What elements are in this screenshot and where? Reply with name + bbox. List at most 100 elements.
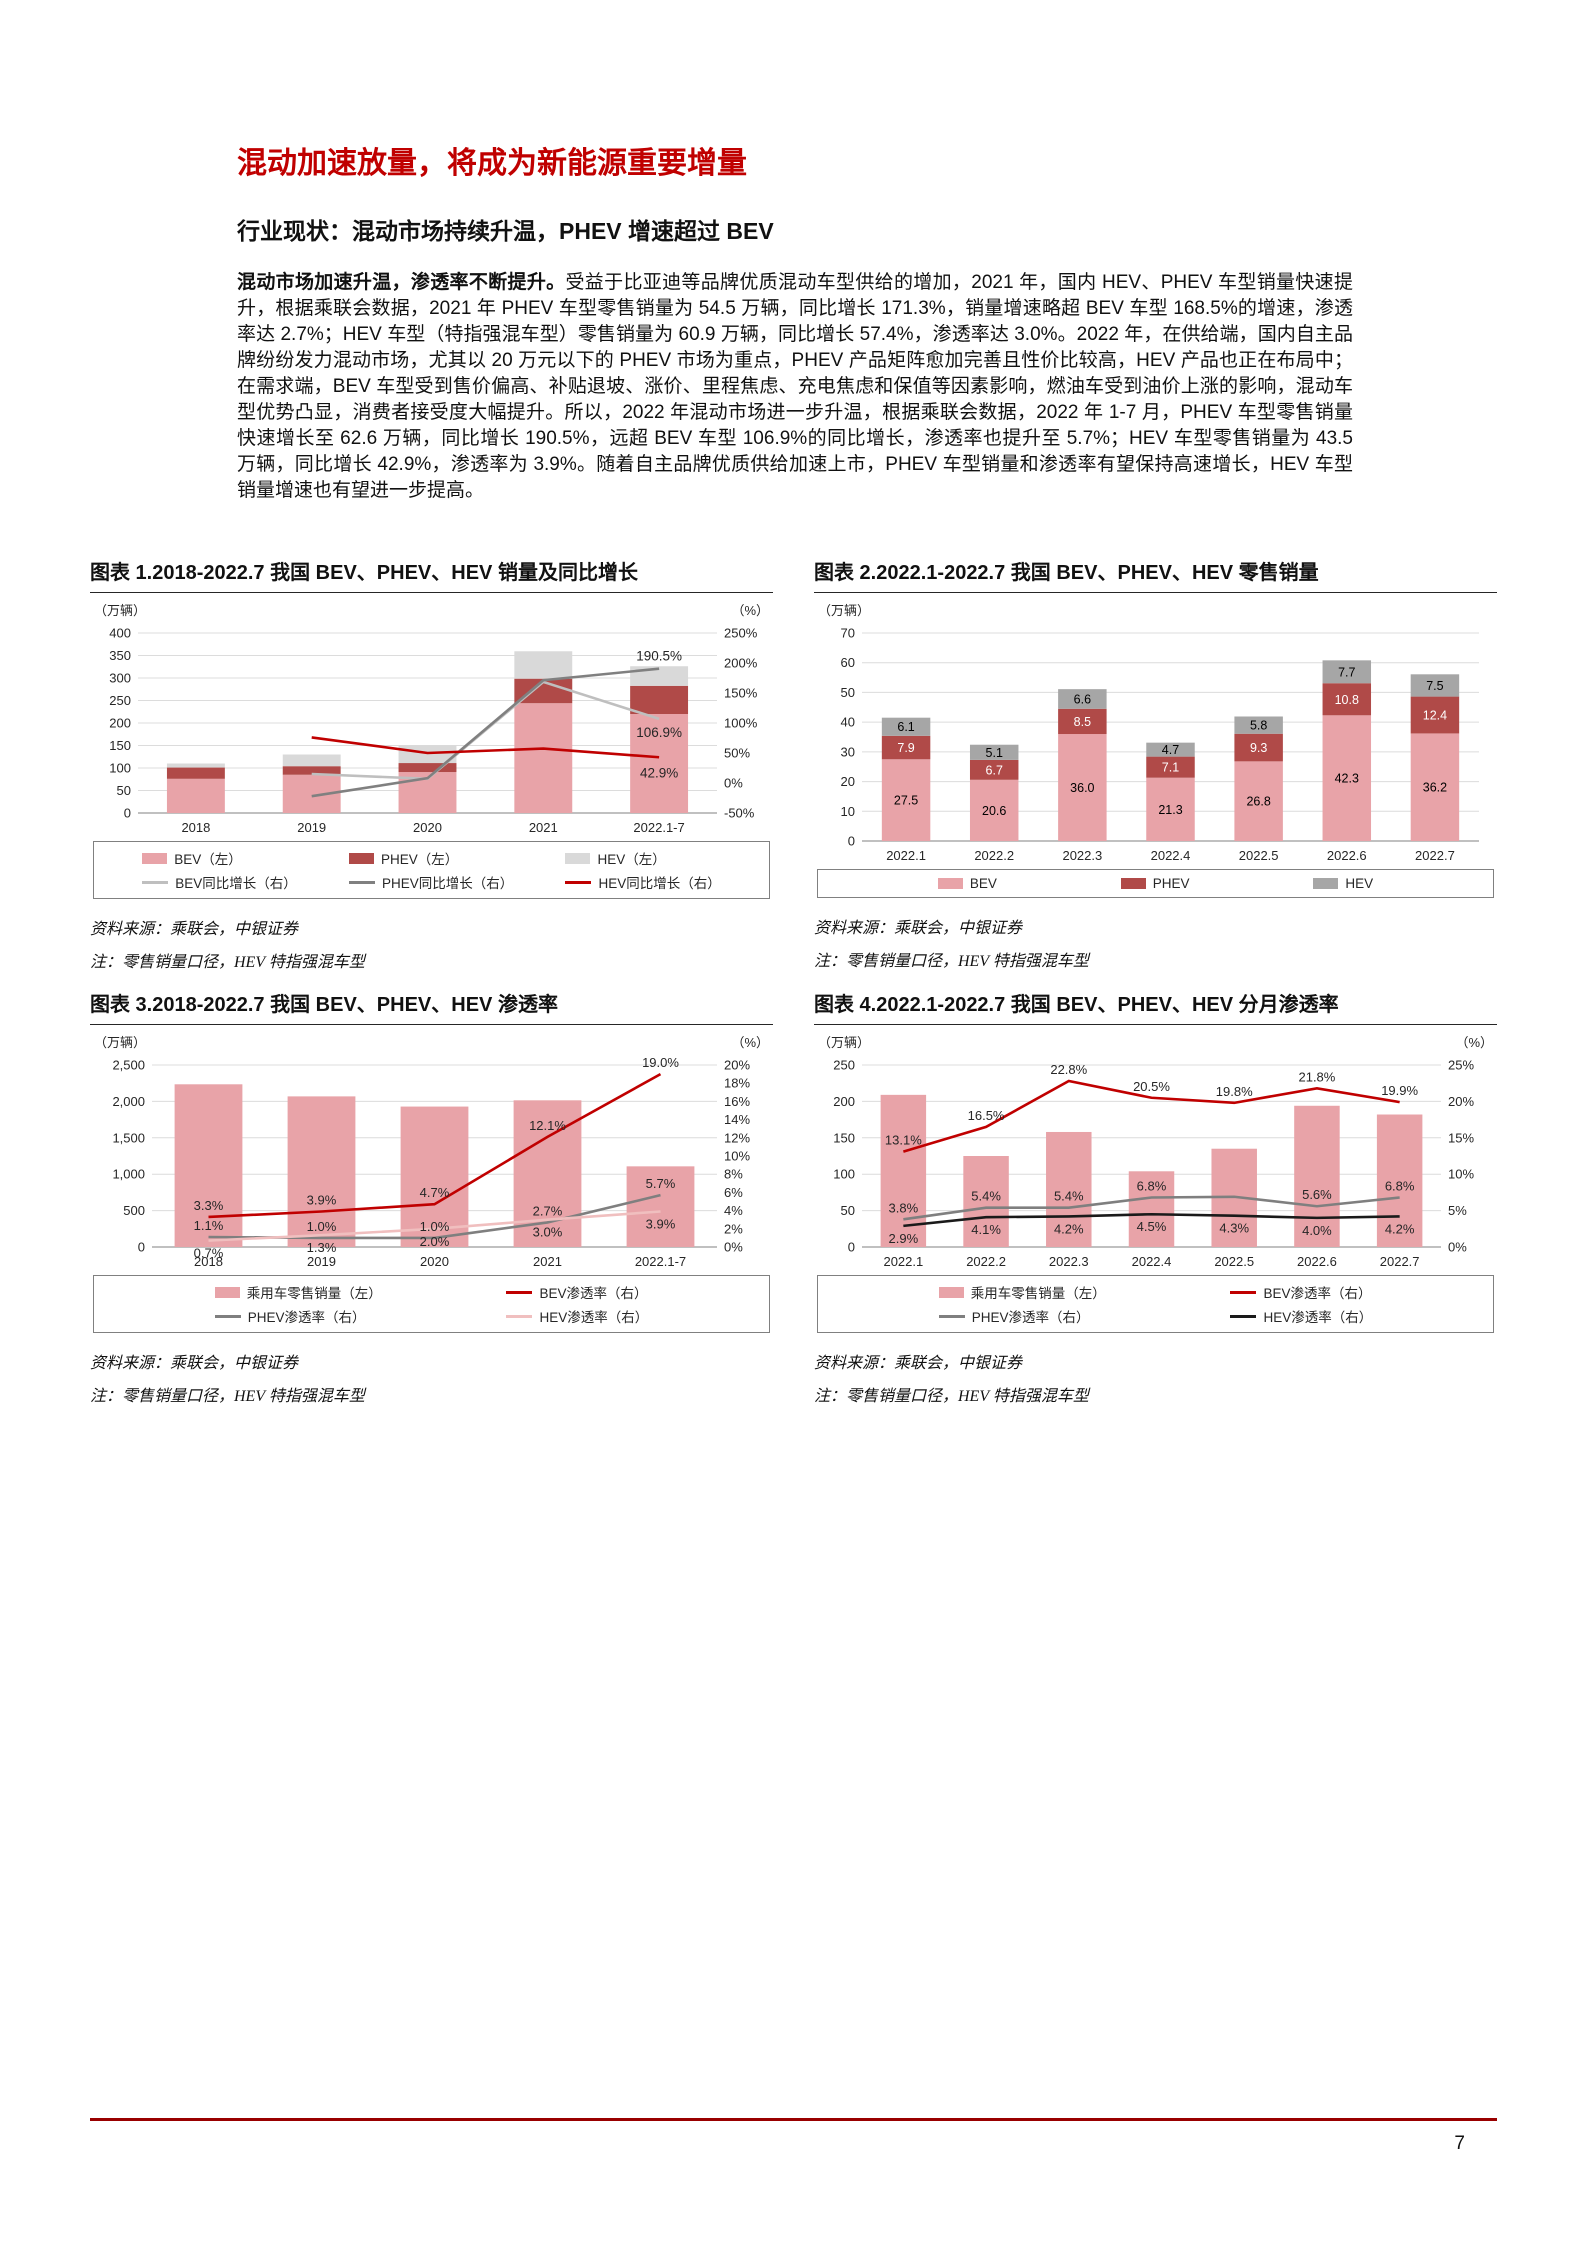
- svg-text:5.4%: 5.4%: [971, 1189, 1001, 1204]
- svg-text:1,500: 1,500: [112, 1130, 145, 1145]
- legend-line-swatch: [1230, 1290, 1257, 1294]
- page-number: 7: [1454, 2133, 1465, 2154]
- svg-text:100: 100: [109, 761, 131, 776]
- legend-label: HEV渗透率（右）: [539, 1310, 649, 1325]
- legend-item: 乘用车零售销量（左）: [214, 1282, 382, 1302]
- trend-line: [903, 1212, 1400, 1228]
- svg-text:0: 0: [848, 1240, 855, 1255]
- svg-text:8%: 8%: [724, 1167, 743, 1182]
- svg-text:2021: 2021: [529, 820, 558, 835]
- svg-text:22.8%: 22.8%: [1050, 1062, 1087, 1077]
- figure-1-source: 资料来源：乘联会，中银证券: [90, 921, 299, 938]
- svg-text:（万辆）: （万辆）: [818, 1035, 870, 1050]
- bar-value-label: 5.1: [986, 746, 1003, 760]
- bar-segment: [1234, 716, 1283, 734]
- bar-segment: [969, 744, 1019, 760]
- legend-label: HEV（左）: [597, 852, 666, 867]
- bar-segment: [963, 1156, 1009, 1247]
- legend-label: PHEV渗透率（右）: [247, 1310, 366, 1325]
- bar-value-label: 26.8: [1246, 795, 1270, 809]
- svg-text:（%）: （%）: [731, 1035, 769, 1050]
- bar-value-label: 21.3: [1158, 803, 1182, 817]
- legend-item: BEV渗透率（右）: [1230, 1282, 1371, 1302]
- svg-text:16.5%: 16.5%: [968, 1108, 1005, 1123]
- svg-text:1.1%: 1.1%: [194, 1218, 224, 1233]
- legend-label: PHEV渗透率（右）: [971, 1310, 1090, 1325]
- legend-label: BEV渗透率（右）: [1263, 1286, 1372, 1301]
- legend-label: PHEV: [1152, 876, 1190, 891]
- bar-segment: [1146, 777, 1195, 841]
- legend-label: HEV渗透率（右）: [1263, 1310, 1373, 1325]
- svg-text:4.7%: 4.7%: [420, 1185, 450, 1200]
- svg-text:20.5%: 20.5%: [1133, 1079, 1170, 1094]
- legend-label: BEV同比增长（右）: [175, 876, 297, 891]
- figure-4-source: 资料来源：乘联会，中银证券: [814, 1355, 1023, 1372]
- legend-line-swatch: [348, 880, 375, 884]
- svg-text:5%: 5%: [1448, 1203, 1467, 1218]
- legend-label: BEV: [969, 876, 997, 891]
- svg-text:20%: 20%: [1448, 1094, 1474, 1109]
- svg-text:2022.5: 2022.5: [1214, 1254, 1254, 1269]
- bar-value-label: 6.7: [986, 763, 1003, 777]
- section-heading: 行业现状：混动市场持续升温，PHEV 增速超过 BEV: [237, 218, 774, 244]
- bar-segment: [969, 779, 1019, 841]
- bar-segment: [400, 1106, 469, 1247]
- page-footer: 7: [90, 2118, 1497, 2155]
- svg-text:2021: 2021: [533, 1254, 562, 1269]
- bar-value-label: 12.4: [1423, 709, 1447, 723]
- svg-text:0%: 0%: [724, 1240, 743, 1255]
- bar-segment: [1410, 674, 1460, 697]
- figure-3: 图表 3.2018-2022.7 我国 BEV、PHEV、HEV 渗透率 0 50…: [90, 988, 773, 1406]
- bar-segment: [969, 759, 1019, 780]
- svg-text:2022.2: 2022.2: [974, 848, 1014, 863]
- legend-line-swatch: [142, 880, 169, 884]
- svg-text:50: 50: [841, 1203, 855, 1218]
- body-paragraph: 混动市场加速升温，渗透率不断提升。受益于比亚迪等品牌优质混动车型供给的增加，20…: [237, 270, 1353, 504]
- svg-text:1.3%: 1.3%: [307, 1240, 337, 1255]
- legend-item: HEV（左）: [565, 848, 666, 868]
- svg-text:2018: 2018: [194, 1254, 223, 1269]
- svg-text:2022.4: 2022.4: [1151, 848, 1191, 863]
- svg-text:1,000: 1,000: [112, 1167, 145, 1182]
- figure-3-chart: 0 500 1,000 1,500 2,000 2,500 0% 2% 4% 6% 8% 10% 12%…: [94, 1035, 769, 1269]
- svg-text:19.9%: 19.9%: [1381, 1083, 1418, 1098]
- annotation-label: 190.5%: [636, 649, 682, 664]
- annotations: 190.5% 106.9% 42.9%: [636, 649, 682, 781]
- svg-text:10%: 10%: [724, 1149, 750, 1164]
- figure-4-title: 图表 4.2022.1-2022.7 我国 BEV、PHEV、HEV 分月渗透率: [814, 988, 1497, 1025]
- svg-text:2.0%: 2.0%: [420, 1234, 450, 1249]
- svg-text:20: 20: [841, 774, 855, 789]
- svg-text:2020: 2020: [420, 1254, 449, 1269]
- bar-segment: [1128, 1171, 1175, 1247]
- legend-bar-swatch: [142, 852, 168, 864]
- figure-4-chart: 0 50 100 150 200 250 0% 5% 10% 15% 20% 25% （万辆） （%） 20…: [818, 1035, 1493, 1269]
- svg-text:150: 150: [109, 738, 131, 753]
- svg-text:40: 40: [841, 715, 855, 730]
- legend-label: HEV同比增长（右）: [598, 876, 721, 891]
- svg-text:6.8%: 6.8%: [1385, 1178, 1415, 1193]
- svg-text:5.6%: 5.6%: [1302, 1187, 1332, 1202]
- svg-text:4.2%: 4.2%: [1054, 1221, 1084, 1236]
- bar-segment: [1410, 696, 1460, 734]
- bar-segment: [174, 1084, 243, 1247]
- legend-line-swatch: [506, 1314, 533, 1318]
- svg-text:3.3%: 3.3%: [194, 1198, 224, 1213]
- legend-item: PHEV渗透率（右）: [938, 1306, 1090, 1326]
- bar-value-label: 27.5: [894, 794, 918, 808]
- legend-item: PHEV渗透率（右）: [214, 1306, 366, 1326]
- bar-segment: [881, 717, 931, 736]
- figure-2-source: 资料来源：乘联会，中银证券: [814, 920, 1023, 937]
- bar-segment: [514, 703, 573, 813]
- svg-text:400: 400: [109, 626, 131, 641]
- bar-value-label: 20.6: [982, 804, 1006, 818]
- svg-text:（万辆）: （万辆）: [94, 1035, 146, 1050]
- legend-line-swatch: [1230, 1314, 1257, 1318]
- legend-item: BEV渗透率（右）: [506, 1282, 647, 1302]
- trend-lines: [208, 1072, 662, 1242]
- legend-item: BEV: [937, 876, 997, 891]
- legend-item: HEV渗透率（右）: [506, 1306, 648, 1326]
- legend-label: PHEV同比增长（右）: [381, 876, 514, 891]
- svg-text:200: 200: [109, 716, 131, 731]
- bar-segment: [880, 1094, 927, 1247]
